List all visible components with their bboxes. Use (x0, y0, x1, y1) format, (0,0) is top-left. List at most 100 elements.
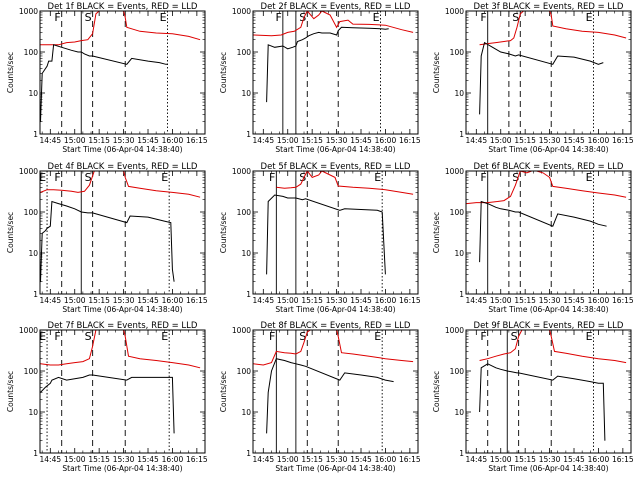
event-marker-label: E (39, 330, 46, 343)
lld-series-line (40, 11, 201, 46)
x-tick-label: 14:45 (466, 296, 488, 305)
x-tick-label: 15:30 (326, 136, 348, 145)
y-tick-label: 100 (24, 367, 39, 376)
y-tick-label: 100 (450, 208, 465, 217)
x-tick-label: 14:45 (253, 296, 275, 305)
x-tick-label: 15:45 (137, 136, 159, 145)
event-marker-label: E (161, 330, 168, 343)
y-tick-label: 1 (33, 130, 38, 139)
x-tick-label: 15:15 (88, 455, 110, 464)
plot-area (266, 171, 414, 275)
y-tick-label: 100 (450, 367, 465, 376)
y-tick-label: 1 (246, 290, 251, 299)
panel: Det 5f BLACK = Events, RED = LLD Counts/s… (219, 162, 421, 314)
x-tick-label: 15:15 (301, 136, 323, 145)
x-tick-label: 15:00 (490, 455, 512, 464)
event-marker-label: E (586, 11, 593, 24)
plot-area (253, 11, 414, 103)
x-axis-label: Start Time (06-Apr-04 14:38:40) (62, 145, 182, 154)
event-marker-label: F (54, 330, 60, 343)
y-tick-label: 1 (33, 449, 38, 458)
y-axis-label: Counts/sec (432, 212, 441, 253)
x-axis-label: Start Time (06-Apr-04 14:38:40) (488, 464, 608, 473)
plot-frame (39, 329, 206, 454)
x-tick-label: 15:30 (539, 455, 561, 464)
x-axis-label: Start Time (06-Apr-04 14:38:40) (62, 464, 182, 473)
panel-title: Det 7f BLACK = Events, RED = LLD (48, 321, 198, 331)
y-tick-label: 10 (28, 249, 38, 258)
plot-area (40, 171, 201, 282)
x-axis-label: Start Time (06-Apr-04 14:38:40) (275, 145, 395, 154)
y-tick-label: 1 (246, 449, 251, 458)
panel: Det 7f BLACK = Events, RED = LLD Counts/s… (6, 321, 208, 473)
x-axis-label: Start Time (06-Apr-04 14:38:40) (488, 305, 608, 314)
event-marker-label: F (480, 171, 486, 184)
x-tick-label: 14:45 (253, 136, 275, 145)
plot-frame (39, 10, 206, 135)
x-tick-label: 15:30 (113, 296, 135, 305)
event-marker-label: S (85, 330, 92, 343)
x-tick-label: 14:45 (466, 455, 488, 464)
panel: Det 4f BLACK = Events, RED = LLD Counts/s… (6, 162, 208, 314)
event-marker-label: E (374, 330, 381, 343)
event-marker-label: S (299, 11, 306, 24)
panel: Det 9f BLACK = Events, RED = LLD Counts/s… (432, 321, 634, 473)
y-tick-label: 1000 (232, 167, 251, 176)
event-marker-label: F (54, 11, 60, 24)
plot-frame (252, 10, 419, 135)
y-axis-label: Counts/sec (6, 371, 15, 412)
events-series-line (266, 26, 389, 103)
y-tick-label: 1000 (19, 326, 38, 335)
x-tick-label: 15:45 (350, 296, 372, 305)
events-series-line (266, 358, 394, 434)
plot-frame (465, 170, 632, 295)
x-tick-label: 15:00 (277, 296, 299, 305)
y-tick-label: 10 (241, 249, 251, 258)
x-tick-label: 16:00 (375, 455, 397, 464)
event-marker-label: S (85, 171, 92, 184)
y-tick-label: 100 (24, 208, 39, 217)
y-tick-label: 1000 (19, 7, 38, 16)
event-marker-label: S (299, 171, 306, 184)
x-tick-label: 15:45 (137, 455, 159, 464)
panel-title: Det 1f BLACK = Events, RED = LLD (48, 2, 198, 12)
panel-title: Det 2f BLACK = Events, RED = LLD (261, 2, 411, 12)
panel: Det 1f BLACK = Events, RED = LLD Counts/s… (6, 2, 208, 154)
y-tick-label: 1 (246, 130, 251, 139)
x-tick-label: 15:15 (88, 296, 110, 305)
plot-frame (465, 10, 632, 135)
y-tick-label: 1000 (19, 167, 38, 176)
event-marker-label: S (511, 330, 518, 343)
events-series-line (479, 41, 604, 115)
x-axis-label: Start Time (06-Apr-04 14:38:40) (62, 305, 182, 314)
panel-title: Det 9f BLACK = Events, RED = LLD (474, 321, 624, 331)
event-marker-label: F (54, 171, 60, 184)
x-tick-label: 16:15 (399, 136, 421, 145)
panel: Det 8f BLACK = Events, RED = LLD Counts/s… (219, 321, 421, 473)
y-tick-label: 10 (454, 89, 464, 98)
event-marker-label: E (373, 11, 380, 24)
event-marker-label: S (512, 171, 519, 184)
panel-title: Det 5f BLACK = Events, RED = LLD (261, 162, 411, 172)
lld-series-line (40, 171, 201, 198)
lld-series-line (479, 330, 627, 364)
x-tick-label: 15:30 (326, 296, 348, 305)
events-series-line (266, 194, 386, 275)
x-tick-label: 15:15 (88, 136, 110, 145)
events-series-line (40, 374, 175, 434)
x-tick-label: 15:00 (490, 136, 512, 145)
y-axis-label: Counts/sec (219, 52, 228, 93)
x-tick-label: 16:15 (186, 455, 208, 464)
panel: Det 6f BLACK = Events, RED = LLD Counts/s… (432, 162, 634, 314)
x-tick-label: 16:15 (612, 136, 634, 145)
y-tick-label: 10 (241, 408, 251, 417)
plot-area (479, 11, 627, 115)
x-tick-label: 16:00 (588, 136, 610, 145)
x-tick-label: 15:15 (514, 296, 536, 305)
x-tick-label: 15:45 (563, 455, 585, 464)
event-marker-label: E (374, 171, 381, 184)
x-tick-label: 15:15 (514, 136, 536, 145)
x-tick-label: 15:30 (539, 296, 561, 305)
lld-series-line (466, 171, 627, 205)
